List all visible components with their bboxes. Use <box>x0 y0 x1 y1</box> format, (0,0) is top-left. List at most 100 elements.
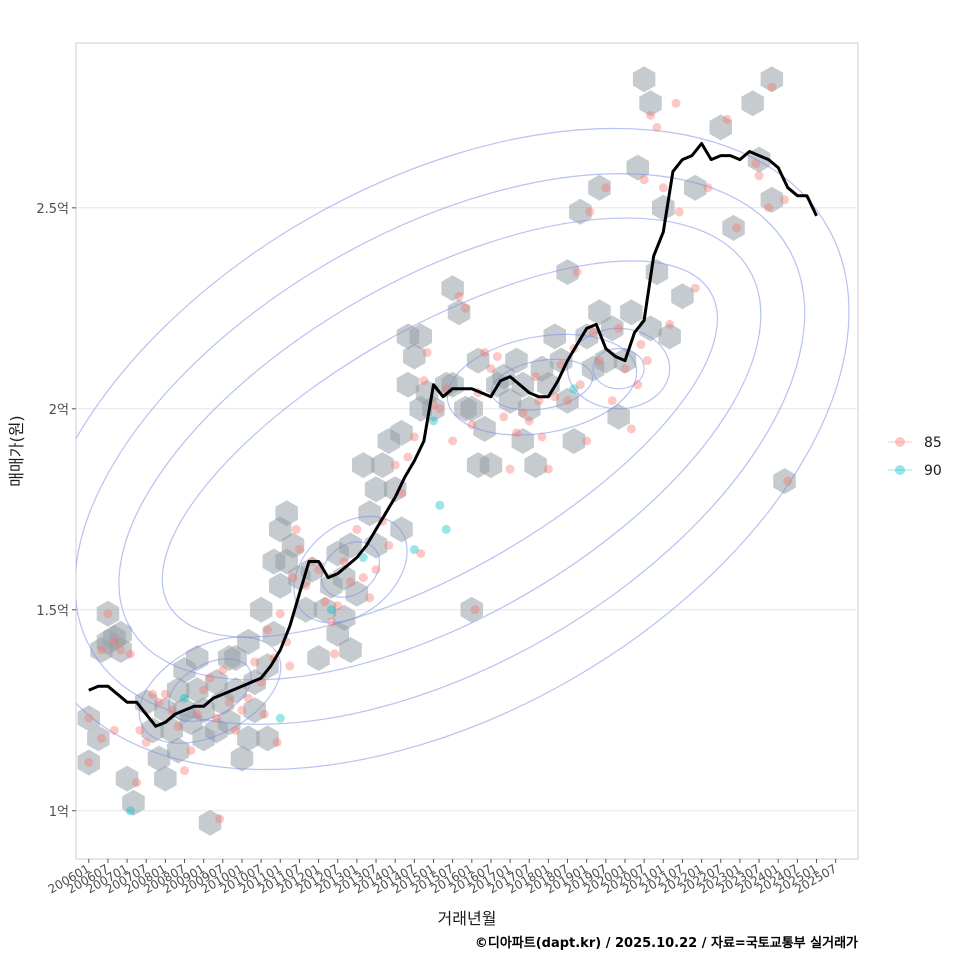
hexbin-cell <box>262 620 286 647</box>
data-point-85 <box>534 396 544 406</box>
data-point-85 <box>492 352 502 362</box>
data-point-85 <box>636 339 646 349</box>
data-point-85 <box>582 436 592 446</box>
data-point-85 <box>480 348 490 358</box>
hexbin-cell <box>96 628 120 655</box>
data-point-85 <box>505 464 515 474</box>
hexbin-cell <box>358 500 381 527</box>
hexbin-cell <box>186 677 209 704</box>
data-point-85 <box>543 464 553 474</box>
data-point-85 <box>607 396 617 406</box>
hexbin-cell <box>224 645 247 671</box>
hexbin-cell <box>543 323 566 350</box>
hexbin-cell <box>352 452 375 479</box>
data-point-90 <box>409 544 419 554</box>
data-point-90 <box>125 806 135 816</box>
hexbin-cell <box>237 725 260 752</box>
hexbin-cell <box>537 371 560 398</box>
data-point-85 <box>575 380 585 390</box>
data-point-90 <box>358 553 368 563</box>
data-point-85 <box>585 207 595 217</box>
y-tick-label: 1억 <box>49 805 69 820</box>
hexbin-cell <box>409 323 432 350</box>
hexbin-cell <box>313 596 337 623</box>
density-contour <box>293 515 408 624</box>
density-contour <box>446 333 638 436</box>
hexbin-cell <box>205 669 228 696</box>
hexbin-cell <box>237 628 260 655</box>
data-point-85 <box>132 778 142 788</box>
data-point-85 <box>154 697 164 707</box>
legend-key-90 <box>895 465 905 475</box>
data-point-90 <box>428 416 438 426</box>
hexbin-cell <box>658 323 681 350</box>
data-point-85 <box>384 540 394 550</box>
hexbin-cell <box>524 452 547 479</box>
hexbin-cell <box>460 395 483 422</box>
data-point-90 <box>441 524 451 534</box>
density-contour <box>76 127 850 771</box>
data-point-85 <box>751 159 761 169</box>
density-contours <box>76 127 850 771</box>
data-point-85 <box>109 637 119 647</box>
data-point-85 <box>199 685 209 695</box>
density-contour <box>566 327 671 410</box>
data-point-85 <box>275 609 285 619</box>
data-point-85 <box>419 376 429 386</box>
y-axis-ticks: 1억 1.5억 2억 2.5억 <box>36 202 76 820</box>
data-point-85 <box>84 713 94 723</box>
data-point-85 <box>518 408 528 418</box>
data-point-85 <box>148 689 158 699</box>
data-point-85 <box>167 705 177 715</box>
data-point-85 <box>780 195 790 205</box>
data-point-85 <box>192 709 202 719</box>
hexbin-cell <box>588 174 611 201</box>
density-contour <box>161 260 718 638</box>
data-point-85 <box>550 392 560 402</box>
hexbin-cell <box>230 745 254 772</box>
data-point-85 <box>454 291 464 301</box>
data-point-90 <box>569 384 579 394</box>
data-point-85 <box>460 303 470 313</box>
y-tick-label: 2.5억 <box>36 202 69 217</box>
hexbin-cell <box>269 572 292 599</box>
hexbin-cell <box>294 596 318 623</box>
data-point-85 <box>371 565 381 575</box>
hexbin-cell <box>549 347 573 374</box>
hexbin-cell <box>205 717 228 744</box>
data-point-85 <box>626 424 636 434</box>
hexbin-cell <box>364 476 388 503</box>
data-point-85 <box>470 605 480 615</box>
y-tick-label: 1.5억 <box>36 604 69 619</box>
data-point-85 <box>272 737 282 747</box>
hexbin-cell <box>588 299 611 326</box>
hexbin-cell <box>281 532 305 559</box>
density-contour <box>118 217 762 681</box>
hexbin-cell <box>722 214 745 241</box>
data-point-85 <box>620 364 630 374</box>
data-point-85 <box>320 597 330 607</box>
hexbin-cell <box>441 275 464 302</box>
data-point-85 <box>333 601 343 611</box>
data-point-85 <box>97 733 107 743</box>
hexbin-cell <box>562 428 586 454</box>
hexbin-cell <box>390 419 413 446</box>
hexbin-cell <box>569 198 592 225</box>
data-point-85 <box>250 657 260 667</box>
data-point-85 <box>326 617 336 627</box>
hexbin-cell <box>773 468 796 495</box>
hexbin-cell <box>760 186 784 213</box>
data-point-85 <box>732 223 742 233</box>
data-point-85 <box>633 380 643 390</box>
legend-label-85: 85 <box>924 435 942 451</box>
x-axis-ticks: 2006012006072007012007072008012008072009… <box>46 859 839 897</box>
data-point-85 <box>390 460 400 470</box>
data-point-85 <box>537 432 547 442</box>
data-point-85 <box>215 814 225 824</box>
hexbin-cell <box>166 677 190 704</box>
hexbin-cell <box>275 500 298 527</box>
data-point-90 <box>180 693 190 703</box>
data-point-90 <box>326 605 336 615</box>
hexbin-cell <box>307 645 330 671</box>
